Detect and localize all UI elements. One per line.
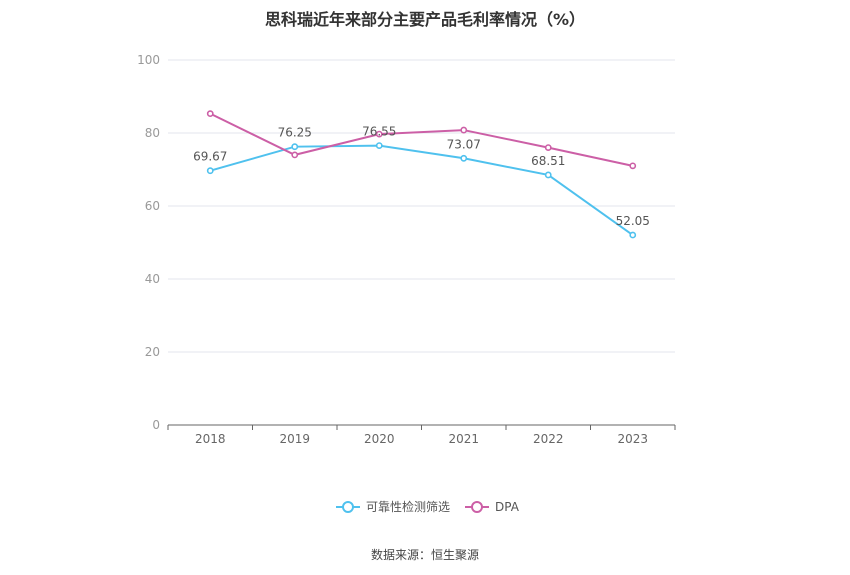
data-label: 73.07 <box>447 137 481 151</box>
data-point <box>460 126 468 134</box>
legend-marker-icon <box>471 501 483 513</box>
x-tick-label: 2019 <box>279 432 310 446</box>
chart-title: 思科瑞近年来部分主要产品毛利率情况（%） <box>264 10 586 29</box>
y-tick-label: 40 <box>145 272 160 286</box>
data-label: 52.05 <box>616 214 650 228</box>
source-note: 数据来源：恒生聚源 <box>370 548 479 562</box>
x-tick-label: 2021 <box>448 432 479 446</box>
data-label: 76.55 <box>362 125 396 139</box>
series-line-1 <box>209 112 633 167</box>
y-tick-label: 0 <box>152 418 160 432</box>
legend: 可靠性检测筛选 DPA <box>336 499 520 514</box>
axes: 0 20 40 60 80 100 2018 2019 2020 2021 2022 2023 <box>137 53 676 446</box>
data-point <box>629 231 637 239</box>
legend-item-label: 可靠性检测筛选 <box>366 499 450 514</box>
x-tick-label: 2023 <box>617 432 648 446</box>
data-point <box>544 171 552 179</box>
legend-marker-icon <box>342 501 354 513</box>
gridlines <box>168 59 675 353</box>
series-lines <box>206 110 637 239</box>
data-label: 68.51 <box>531 154 565 168</box>
x-tick-label: 2022 <box>533 432 564 446</box>
data-point <box>206 110 214 118</box>
data-point <box>460 154 468 162</box>
y-tick-label: 80 <box>145 126 160 140</box>
y-tick-label: 20 <box>145 345 160 359</box>
y-tick-label: 100 <box>137 53 160 67</box>
data-point <box>544 144 552 151</box>
legend-item-label: DPA <box>495 500 520 514</box>
data-point <box>291 143 299 151</box>
data-labels: 69.67 76.25 76.55 73.07 68.51 52.05 <box>193 125 650 228</box>
x-tick-label: 2020 <box>364 432 395 446</box>
data-point <box>291 151 299 159</box>
data-point <box>375 142 383 149</box>
series-line-0 <box>209 144 634 236</box>
x-tick-label: 2018 <box>195 432 226 446</box>
data-label: 76.25 <box>278 126 312 140</box>
data-point <box>375 130 383 138</box>
y-tick-label: 60 <box>145 199 160 213</box>
data-point <box>206 167 214 175</box>
data-point <box>629 162 637 170</box>
data-label: 69.67 <box>193 150 227 164</box>
